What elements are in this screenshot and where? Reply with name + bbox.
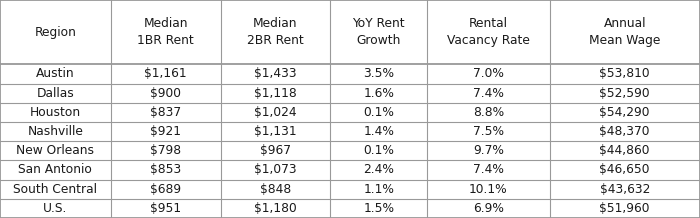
Text: Median
2BR Rent: Median 2BR Rent: [247, 17, 304, 47]
Text: San Antonio: San Antonio: [18, 164, 92, 177]
Text: $951: $951: [150, 202, 181, 215]
Text: 6.9%: 6.9%: [473, 202, 504, 215]
Text: $54,290: $54,290: [599, 106, 650, 119]
Text: Median
1BR Rent: Median 1BR Rent: [137, 17, 194, 47]
Text: U.S.: U.S.: [43, 202, 67, 215]
Text: $43,632: $43,632: [600, 183, 650, 196]
Text: 7.4%: 7.4%: [473, 87, 504, 100]
Text: Austin: Austin: [36, 67, 75, 80]
Text: $848: $848: [260, 183, 291, 196]
Text: 1.6%: 1.6%: [363, 87, 394, 100]
Text: $46,650: $46,650: [599, 164, 650, 177]
Text: 2.4%: 2.4%: [363, 164, 394, 177]
Text: $1,131: $1,131: [254, 125, 297, 138]
Text: 0.1%: 0.1%: [363, 144, 394, 157]
Text: Rental
Vacancy Rate: Rental Vacancy Rate: [447, 17, 530, 47]
Text: $798: $798: [150, 144, 181, 157]
Text: 9.7%: 9.7%: [473, 144, 504, 157]
Text: 1.4%: 1.4%: [363, 125, 394, 138]
Text: 7.4%: 7.4%: [473, 164, 504, 177]
Text: $1,024: $1,024: [254, 106, 297, 119]
Text: YoY Rent
Growth: YoY Rent Growth: [352, 17, 405, 47]
Text: $51,960: $51,960: [599, 202, 650, 215]
Text: $1,073: $1,073: [254, 164, 297, 177]
Text: 10.1%: 10.1%: [469, 183, 507, 196]
Text: $53,810: $53,810: [599, 67, 650, 80]
Text: New Orleans: New Orleans: [16, 144, 94, 157]
Text: $1,118: $1,118: [254, 87, 297, 100]
Text: 0.1%: 0.1%: [363, 106, 394, 119]
Text: 1.5%: 1.5%: [363, 202, 394, 215]
Text: $1,433: $1,433: [254, 67, 297, 80]
Text: $52,590: $52,590: [599, 87, 650, 100]
Text: Nashville: Nashville: [27, 125, 83, 138]
Text: South Central: South Central: [13, 183, 97, 196]
Text: $44,860: $44,860: [599, 144, 650, 157]
Text: 7.0%: 7.0%: [473, 67, 504, 80]
Text: 1.1%: 1.1%: [363, 183, 394, 196]
Text: $1,161: $1,161: [144, 67, 187, 80]
Text: Dallas: Dallas: [36, 87, 74, 100]
Text: 8.8%: 8.8%: [473, 106, 504, 119]
Text: $921: $921: [150, 125, 181, 138]
Text: $689: $689: [150, 183, 181, 196]
Text: $967: $967: [260, 144, 291, 157]
Text: $1,180: $1,180: [254, 202, 297, 215]
Text: Houston: Houston: [29, 106, 81, 119]
Text: 7.5%: 7.5%: [473, 125, 504, 138]
Text: 3.5%: 3.5%: [363, 67, 394, 80]
Text: $853: $853: [150, 164, 181, 177]
Text: $48,370: $48,370: [599, 125, 650, 138]
Text: Region: Region: [34, 26, 76, 39]
Text: $837: $837: [150, 106, 181, 119]
Text: $900: $900: [150, 87, 181, 100]
Text: Annual
Mean Wage: Annual Mean Wage: [589, 17, 660, 47]
